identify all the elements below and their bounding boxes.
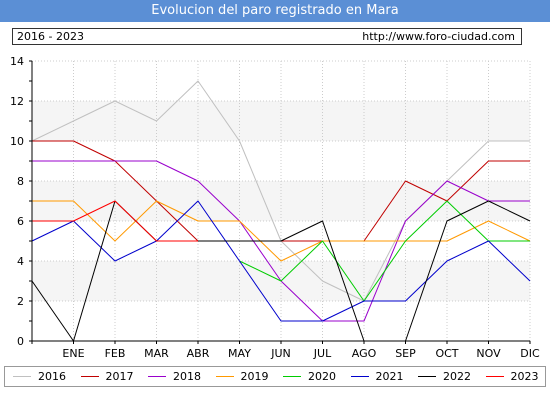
chart-title: Evolucion del paro registrado en Mara [151,3,399,18]
x-tick-label: DIC [520,347,540,360]
series-lines [31,80,531,342]
series-line-2020 [239,200,530,302]
x-tick-label: JUN [270,347,291,360]
legend-swatch [148,376,166,377]
x-tick-labels: ENE FEB MAR ABR MAY JUN JUL AGO SEP OCT NOV DIC [62,347,540,360]
legend-label: 2018 [173,370,201,383]
period-label: 2016 - 2023 [17,30,84,43]
legend-swatch [283,376,301,377]
series-line-2019 [32,200,531,262]
axes [29,60,531,344]
y-tick-label: 14 [10,55,24,68]
series-line-2023 [32,200,198,242]
source-url: http://www.foro-ciudad.com [362,30,515,43]
info-box: 2016 - 2023 http://www.foro-ciudad.com [12,28,522,45]
y-tick-label: 4 [17,255,24,268]
legend-label: 2023 [510,370,539,383]
legend-swatch [13,376,31,377]
legend-swatch [350,376,369,377]
y-tick-label: 0 [17,335,24,348]
legend-swatch [215,376,234,377]
x-tick-label: NOV [476,347,501,360]
legend-label: 2021 [375,370,404,383]
y-tick-labels: 0 2 4 6 8 10 12 14 [10,55,24,348]
legend-swatch [80,376,99,377]
legend-swatch [418,376,436,377]
legend-swatch [485,376,504,377]
x-tick-label: ENE [62,347,84,360]
legend-label: 2016 [38,370,66,383]
x-tick-label: OCT [435,347,458,360]
legend-label: 2017 [105,370,134,383]
series-line-2021 [31,200,531,322]
legend-label: 2022 [443,370,471,383]
legend-label: 2020 [308,370,336,383]
x-tick-label: MAR [144,347,169,360]
x-tick-label: JUL [313,347,332,360]
x-tick-label: AGO [352,347,377,360]
y-tick-label: 8 [17,175,24,188]
x-tick-label: SEP [395,347,416,360]
y-tick-label: 6 [17,215,24,228]
x-tick-label: FEB [105,347,126,360]
chart-title-bar: Evolucion del paro registrado en Mara [0,0,550,22]
legend-label: 2019 [240,370,269,383]
y-tick-label: 10 [10,135,24,148]
y-tick-label: 2 [17,295,24,308]
x-tick-label: ABR [187,347,210,360]
x-tick-label: MAY [228,347,251,360]
y-tick-label: 12 [10,95,24,108]
legend: 2016 2017 2018 2019 2020 2021 2022 2023 [4,366,546,387]
